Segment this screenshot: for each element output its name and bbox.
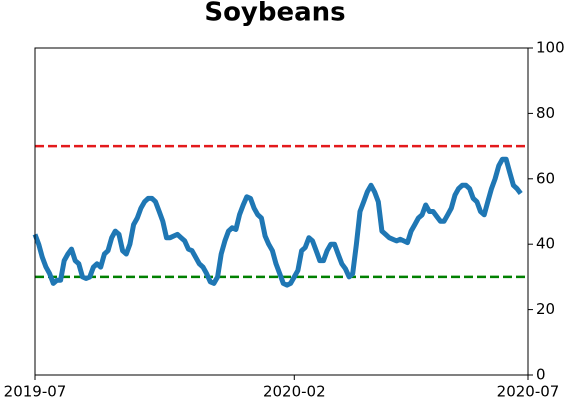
x-tick-label: 2020-02: [263, 383, 326, 401]
x-tick-label: 2020-07: [497, 383, 560, 401]
line-series: [32, 156, 523, 288]
y-tick-label: 80: [536, 104, 555, 122]
y-tick-label: 0: [536, 366, 546, 384]
plot-frame: [34, 47, 529, 376]
y-tick-label: 40: [536, 235, 555, 253]
y-tick-label: 100: [536, 39, 565, 57]
x-tick-label: 2019-07: [4, 383, 67, 401]
chart-title: Soybeans: [204, 0, 345, 28]
y-tick-label: 20: [536, 300, 555, 318]
y-tick-label: 60: [536, 169, 555, 187]
